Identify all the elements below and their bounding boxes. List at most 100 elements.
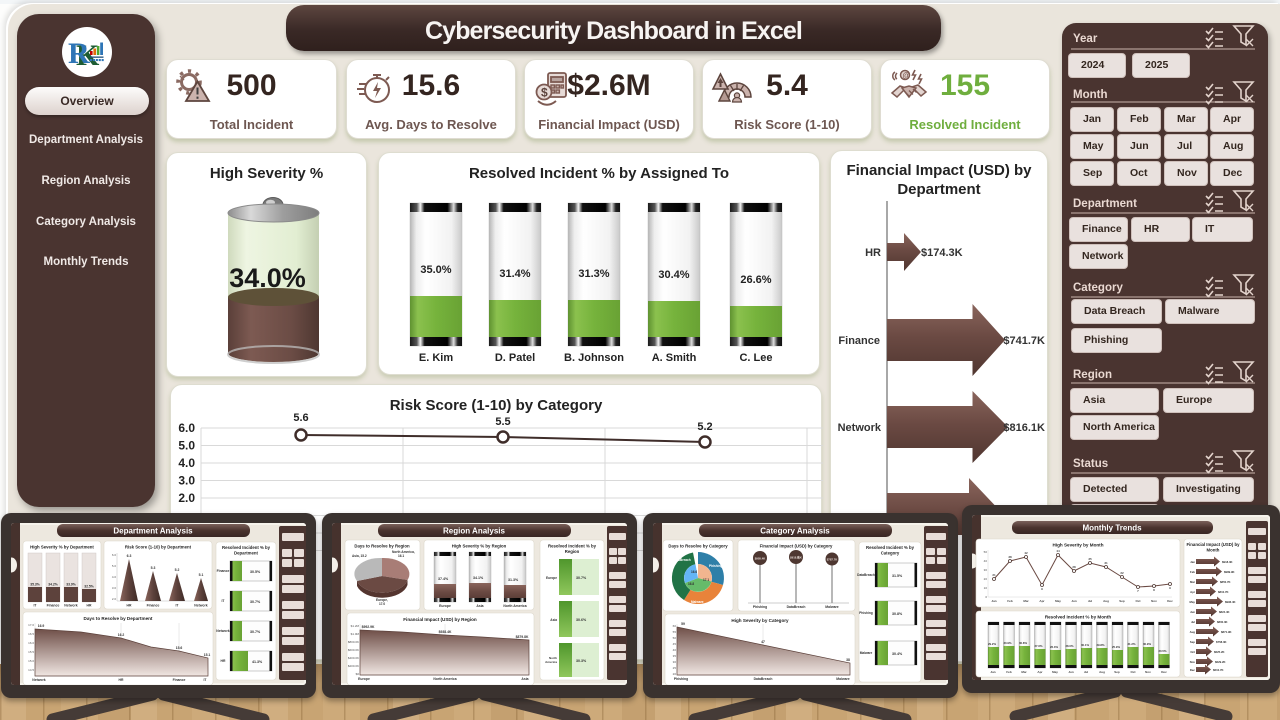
svg-text:30.9%: 30.9% bbox=[1004, 641, 1012, 645]
svg-text:$918.致K: $918.致K bbox=[790, 556, 802, 560]
svg-text:14.5: 14.5 bbox=[28, 668, 34, 672]
svg-text:$600.0K: $600.0K bbox=[348, 648, 359, 652]
svg-text:47: 47 bbox=[761, 640, 765, 644]
svg-text:Malware: Malware bbox=[691, 600, 704, 604]
svg-text:Europe,: Europe, bbox=[376, 598, 388, 602]
svg-text:Finance: Finance bbox=[173, 678, 186, 682]
svg-text:$824.4K: $824.4K bbox=[1219, 610, 1230, 614]
svg-text:North America: North America bbox=[503, 604, 526, 608]
svg-text:15.0: 15.0 bbox=[28, 659, 34, 663]
svg-text:Jan: Jan bbox=[991, 599, 996, 603]
svg-text:HR: HR bbox=[127, 604, 132, 608]
svg-text:35.3%: 35.3% bbox=[30, 583, 40, 587]
svg-text:6.3: 6.3 bbox=[127, 554, 132, 558]
svg-text:50: 50 bbox=[984, 550, 988, 554]
svg-text:Jul: Jul bbox=[1088, 599, 1093, 603]
svg-text:15.6: 15.6 bbox=[176, 646, 183, 650]
svg-text:30.1%: 30.1% bbox=[1081, 643, 1089, 647]
svg-text:31.4%: 31.4% bbox=[499, 268, 530, 280]
svg-text:Sep: Sep bbox=[1119, 599, 1125, 603]
svg-text:34.1%: 34.1% bbox=[473, 576, 484, 580]
svg-text:35.0%: 35.0% bbox=[420, 264, 451, 276]
svg-text:Mar: Mar bbox=[1023, 599, 1029, 603]
svg-text:Risk Score (1-10) by Departmen: Risk Score (1-10) by Department bbox=[125, 545, 192, 550]
svg-text:HR: HR bbox=[119, 678, 124, 682]
svg-text:$200.0K: $200.0K bbox=[348, 664, 359, 668]
svg-text:Phishing: Phishing bbox=[674, 677, 688, 681]
svg-text:31.3%: 31.3% bbox=[508, 578, 519, 582]
svg-text:B. Johnson: B. Johnson bbox=[564, 352, 624, 364]
svg-text:Month: Month bbox=[1073, 89, 1107, 101]
svg-text:17.0: 17.0 bbox=[379, 602, 385, 606]
svg-text:5.6: 5.6 bbox=[293, 412, 308, 424]
svg-text:Resolved Incident % by: Resolved Incident % by bbox=[548, 544, 597, 549]
svg-text:IT: IT bbox=[33, 604, 37, 608]
svg-text:Network: Network bbox=[64, 604, 77, 608]
svg-text:Status: Status bbox=[1073, 458, 1108, 470]
svg-text:$610.7K: $610.7K bbox=[1213, 668, 1224, 672]
svg-text:HR: HR bbox=[87, 604, 92, 608]
svg-text:31: 31 bbox=[1104, 561, 1108, 565]
svg-text:10: 10 bbox=[984, 586, 988, 590]
svg-text:37.4%: 37.4% bbox=[438, 577, 449, 581]
svg-text:Phishing: Phishing bbox=[859, 611, 873, 615]
svg-text:Month: Month bbox=[1207, 548, 1220, 553]
svg-text:Finance: Finance bbox=[217, 569, 230, 573]
svg-text:High Severity % by Region: High Severity % by Region bbox=[452, 544, 507, 549]
svg-text:5.0: 5.0 bbox=[178, 439, 195, 453]
svg-text:$879.8K: $879.8K bbox=[516, 635, 529, 639]
svg-text:0: 0 bbox=[985, 595, 987, 599]
svg-text:Feb: Feb bbox=[1006, 670, 1012, 674]
svg-text:44: 44 bbox=[1056, 549, 1060, 553]
svg-text:HR: HR bbox=[221, 659, 226, 663]
svg-text:Region Analysis: Region Analysis bbox=[443, 527, 505, 536]
svg-text:A. Smith: A. Smith bbox=[652, 352, 697, 364]
svg-text:35: 35 bbox=[1088, 557, 1092, 561]
svg-text:5.0: 5.0 bbox=[112, 564, 117, 568]
svg-text:$938.4K: $938.4K bbox=[439, 630, 452, 634]
svg-text:5.2: 5.2 bbox=[175, 568, 180, 572]
svg-text:Oct: Oct bbox=[1135, 599, 1140, 603]
svg-text:Malware: Malware bbox=[860, 651, 873, 655]
svg-text:High Severity % by Department: High Severity % by Department bbox=[30, 545, 94, 550]
svg-text:22: 22 bbox=[1120, 571, 1124, 575]
svg-text:8: 8 bbox=[1153, 588, 1155, 592]
svg-text:Finance: Finance bbox=[838, 335, 880, 347]
svg-text:D. Patel: D. Patel bbox=[495, 352, 535, 364]
svg-text:Region: Region bbox=[565, 549, 580, 554]
svg-text:Apr: Apr bbox=[1190, 590, 1196, 594]
svg-text:Aug: Aug bbox=[1103, 599, 1109, 603]
svg-text:Oct: Oct bbox=[1130, 670, 1135, 674]
svg-text:$992.9K: $992.9K bbox=[362, 625, 375, 629]
svg-text:Phishing: Phishing bbox=[753, 605, 767, 609]
svg-text:60: 60 bbox=[673, 624, 677, 628]
svg-text:20.5%: 20.5% bbox=[1159, 649, 1167, 653]
svg-text:$625.2K: $625.2K bbox=[1214, 650, 1225, 654]
svg-text:Network: Network bbox=[32, 678, 45, 682]
svg-text:Days to Resolve by Category: Days to Resolve by Category bbox=[668, 544, 728, 549]
svg-text:IT: IT bbox=[175, 604, 179, 608]
svg-text:$787.7K: $787.7K bbox=[827, 558, 838, 562]
svg-text:30.5%: 30.5% bbox=[250, 570, 261, 574]
svg-text:40: 40 bbox=[984, 559, 988, 563]
svg-text:$741.7K: $741.7K bbox=[1003, 335, 1045, 347]
svg-text:33.9%: 33.9% bbox=[66, 583, 76, 587]
svg-text:42: 42 bbox=[1024, 551, 1028, 555]
svg-text:25.9%: 25.9% bbox=[1112, 645, 1120, 649]
svg-text:38: 38 bbox=[846, 658, 850, 662]
svg-text:Department: Department bbox=[1073, 198, 1137, 210]
svg-text:7: 7 bbox=[1137, 589, 1139, 593]
svg-text:Dec: Dec bbox=[1161, 670, 1167, 674]
svg-text:DataBreach: DataBreach bbox=[673, 558, 691, 562]
svg-text:38: 38 bbox=[1008, 555, 1012, 559]
svg-text:Resolved Incident % by Month: Resolved Incident % by Month bbox=[1045, 615, 1112, 620]
svg-text:High Severity by Category: High Severity by Category bbox=[731, 618, 789, 623]
svg-text:30.4%: 30.4% bbox=[892, 652, 903, 656]
svg-text:Aug: Aug bbox=[1190, 630, 1196, 634]
svg-text:IT: IT bbox=[221, 599, 225, 603]
svg-text:$174.3K: $174.3K bbox=[921, 247, 963, 259]
svg-text:Apr: Apr bbox=[1037, 670, 1043, 674]
svg-text:America: America bbox=[545, 660, 557, 664]
svg-text:May: May bbox=[1055, 599, 1061, 603]
svg-text:Year: Year bbox=[1073, 33, 1098, 45]
